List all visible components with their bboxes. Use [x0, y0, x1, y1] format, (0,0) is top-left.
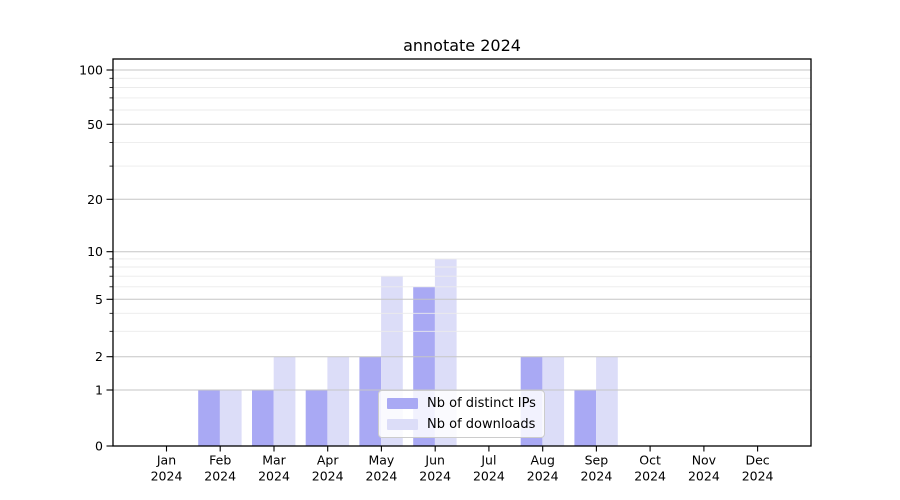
x-tick-label-month: Dec — [745, 453, 769, 468]
x-tick-label-year: 2024 — [742, 469, 774, 484]
x-tick-label-month: Jan — [156, 453, 176, 468]
legend-swatch-distinct-ips — [387, 398, 418, 409]
chart-title: annotate 2024 — [403, 36, 521, 55]
x-tick-label-month: Mar — [262, 453, 286, 468]
y-tick-label: 100 — [79, 63, 103, 78]
legend-swatch-downloads — [387, 419, 418, 430]
bar-downloads-apr — [327, 356, 350, 446]
bar-downloads-mar — [273, 356, 296, 446]
x-tick-label-month: Apr — [317, 453, 339, 468]
x-tick-label-year: 2024 — [580, 469, 612, 484]
legend-item-distinct-ips: Nb of distinct IPs — [387, 396, 536, 411]
legend-item-downloads: Nb of downloads — [387, 417, 536, 432]
x-tick-label-year: 2024 — [204, 469, 236, 484]
x-tick-label-year: 2024 — [688, 469, 720, 484]
x-tick-label-year: 2024 — [473, 469, 505, 484]
x-tick-label-year: 2024 — [419, 469, 451, 484]
x-tick-label-year: 2024 — [365, 469, 397, 484]
bar-ips-apr — [305, 390, 328, 446]
bar-downloads-sep — [596, 356, 618, 446]
x-tick-label-month: Sep — [585, 453, 609, 468]
bar-ips-feb — [198, 390, 220, 446]
x-tick-label-month: Aug — [530, 453, 554, 468]
x-tick-label-year: 2024 — [151, 469, 183, 484]
x-tick-label-year: 2024 — [634, 469, 666, 484]
bar-downloads-feb — [219, 390, 242, 446]
plot-border — [112, 58, 812, 447]
y-tick-label: 1 — [95, 383, 103, 398]
bar-ips-sep — [574, 390, 597, 446]
bar-ips-mar — [252, 390, 274, 446]
x-tick-label-month: Feb — [209, 453, 231, 468]
legend-label-distinct-ips: Nb of distinct IPs — [427, 396, 536, 411]
x-tick-label-month: Jun — [424, 453, 445, 468]
y-tick-label: 20 — [87, 192, 103, 207]
bar-downloads-aug — [542, 356, 565, 446]
y-tick-label: 10 — [87, 244, 103, 259]
bar-ips-may — [359, 356, 382, 446]
y-tick-label: 50 — [87, 117, 103, 132]
x-tick-label-month: Jul — [480, 453, 496, 468]
x-tick-label-month: Oct — [639, 453, 661, 468]
y-tick-label: 2 — [95, 349, 103, 364]
x-tick-label-year: 2024 — [258, 469, 290, 484]
y-tick-label: 5 — [95, 292, 103, 307]
x-tick-label-year: 2024 — [312, 469, 344, 484]
legend: Nb of distinct IPs Nb of downloads — [378, 390, 545, 438]
y-tick-label: 0 — [95, 439, 103, 454]
legend-label-downloads: Nb of downloads — [427, 417, 536, 432]
x-tick-label-year: 2024 — [527, 469, 559, 484]
x-tick-label-month: May — [368, 453, 394, 468]
x-tick-label-month: Nov — [692, 453, 717, 468]
